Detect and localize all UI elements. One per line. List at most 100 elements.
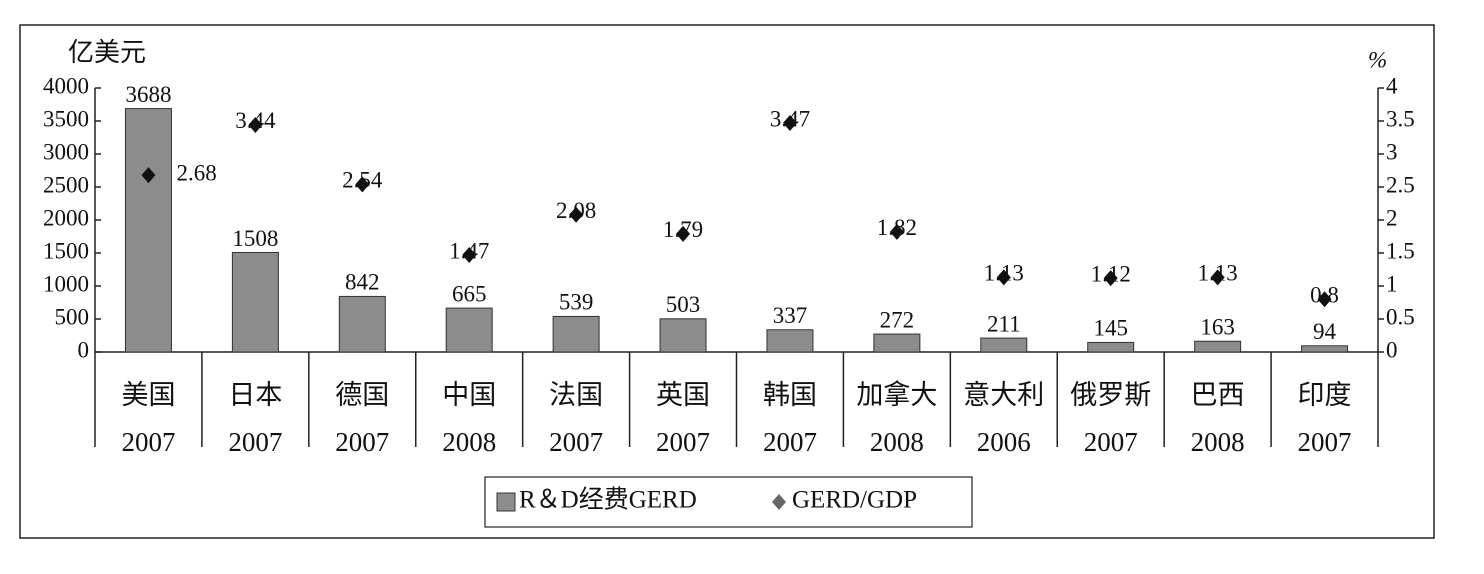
x-tick-label: 加拿大 [856,380,937,410]
y-tick-label: 3500 [43,106,89,131]
x-tick-label: 韩国 [763,380,817,410]
bar-value-label: 94 [1313,319,1337,344]
y2-tick-label: 2 [1386,205,1398,230]
diamond-marker [569,206,584,223]
x-tick-label: 美国 [121,380,175,410]
x-tick-label: 俄罗斯 [1070,380,1151,410]
x-tick-label: 意大利 [963,380,1044,410]
point-value-label: 2.68 [176,160,216,185]
bar-value-label: 337 [773,303,808,328]
bar-value-label: 211 [987,311,1021,336]
legend-swatch [496,492,516,512]
x-tick-label: 2007 [335,427,389,457]
y2-tick-label: 4 [1386,73,1398,98]
y-tick-label: 1500 [43,238,89,263]
bar [766,329,814,353]
x-tick-label: 2007 [1298,427,1352,457]
y2-tick-label: 1.5 [1386,238,1415,263]
y-axis-label: 亿美元 [68,38,146,67]
x-tick-label: 2007 [121,427,175,457]
y-tick-label: 2500 [43,172,89,197]
x-tick-label: 2007 [763,427,817,457]
bar-value-label: 145 [1093,316,1128,341]
diamond-marker [676,225,691,242]
y-tick-label: 4000 [43,73,89,98]
bar-value-label: 1508 [232,226,278,251]
x-tick-label: 英国 [656,380,710,410]
point-value-label: 1.47 [449,238,489,263]
bar [1194,340,1242,353]
x-tick-label: 2008 [442,427,496,457]
bar [873,333,921,353]
bar-value-label: 539 [559,290,594,315]
frame [19,24,1435,539]
x-tick-label: 巴西 [1191,380,1245,410]
bar [231,251,279,353]
point-value-label: 1.13 [1198,261,1238,286]
bar [1087,341,1135,353]
bar [1301,345,1349,353]
y2-tick-label: 3 [1386,139,1398,164]
y2-tick-label: 3.5 [1386,106,1415,131]
x-tick-label: 2007 [549,427,603,457]
x-tick-label: 法国 [549,380,603,410]
diamond-marker [1317,291,1332,308]
bar-value-label: 503 [666,292,701,317]
y2-tick-label: 0 [1386,337,1398,362]
x-tick-label: 2008 [1191,427,1245,457]
point-value-label: 2.54 [342,168,383,193]
diamond-marker [996,269,1011,286]
y2-tick-label: 2.5 [1386,172,1415,197]
diamond-marker [889,223,904,240]
legend-box [484,476,973,528]
x-tick-label: 2006 [977,427,1031,457]
point-value-label: 2.08 [556,198,596,223]
x-tick-label: 中国 [442,380,496,410]
diamond-marker [1210,269,1225,286]
bar-value-label: 163 [1200,315,1235,340]
bar [124,108,172,353]
point-value-label: 1.79 [663,217,703,242]
point-value-label: 3.47 [770,106,810,131]
y-tick-label: 2000 [43,205,89,230]
x-tick-label: 2007 [656,427,710,457]
bar-value-label: 3688 [125,82,171,107]
diamond-marker [1103,270,1118,287]
y-tick-label: 0 [78,337,90,362]
y-tick-label: 1000 [43,271,89,296]
y-tick-label: 3000 [43,139,89,164]
x-tick-label: 2007 [1084,427,1138,457]
bar [552,315,600,353]
bar [445,307,493,353]
diamond-marker [248,116,263,133]
bar [338,295,386,353]
point-value-label: 1.12 [1091,261,1131,286]
y2-tick-label: 1 [1386,271,1398,296]
bar-value-label: 272 [880,307,915,332]
x-tick-label: 日本 [228,380,282,410]
point-value-label: 1.82 [877,215,917,240]
point-value-label: 0.8 [1310,282,1339,307]
x-tick-label: 2008 [870,427,924,457]
diamond-marker [355,176,370,193]
bar [659,318,707,353]
diamond-marker [462,246,477,263]
y2-axis-label: % [1368,47,1387,72]
point-value-label: 3.44 [235,108,276,133]
diamond-marker [782,114,797,131]
diamond-marker [141,167,156,184]
point-value-label: 1.13 [984,261,1024,286]
legend-label: GERD/GDP [792,487,917,514]
legend-label: R＆D经费GERD [519,486,697,514]
x-tick-label: 印度 [1298,380,1352,410]
legend-swatch [772,494,786,510]
bar-value-label: 842 [345,270,380,295]
y-tick-label: 500 [55,304,90,329]
bar-value-label: 665 [452,281,487,306]
x-tick-label: 德国 [335,380,389,410]
bar [980,337,1028,353]
x-tick-label: 2007 [228,427,282,457]
y2-tick-label: 0.5 [1386,304,1415,329]
